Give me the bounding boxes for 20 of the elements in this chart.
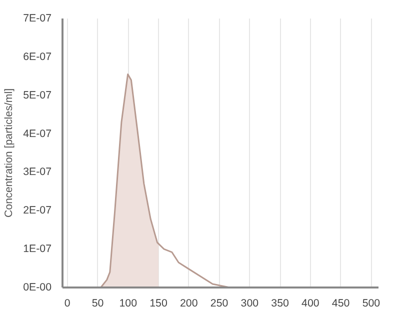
- x-tick-label: 200: [180, 298, 198, 309]
- x-tick-label: 350: [271, 298, 290, 309]
- x-tick-label: 500: [362, 298, 380, 309]
- y-tick-label: 3E-07: [23, 166, 52, 178]
- x-tick-label: 300: [240, 298, 259, 309]
- y-tick-label: 5E-07: [23, 89, 52, 102]
- y-tick-label: 6E-07: [23, 50, 52, 63]
- y-axis-title: Concentration [particles/ml]: [3, 88, 16, 218]
- x-tick-label: 50: [92, 298, 104, 309]
- y-tick-label: 7E-07: [23, 12, 52, 24]
- x-tick-label: 100: [119, 298, 138, 309]
- x-tick-label: 0: [64, 298, 70, 309]
- y-tick-label: 0E-00: [23, 282, 52, 294]
- x-tick-label: 150: [150, 298, 168, 309]
- x-tick-label: 250: [210, 298, 228, 309]
- x-tick-label: 450: [332, 298, 350, 309]
- y-tick-label: 2E-07: [23, 204, 52, 217]
- y-tick-label: 1E-07: [23, 243, 52, 256]
- x-tick-label: 400: [302, 298, 320, 309]
- y-tick-label: 4E-07: [23, 128, 52, 140]
